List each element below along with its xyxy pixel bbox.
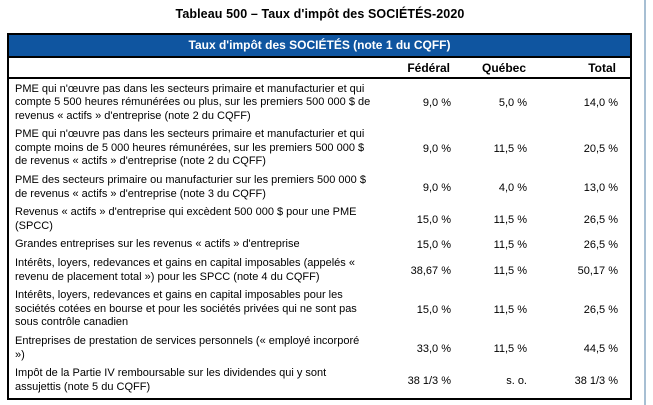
corporate-tax-rates-table: Taux d'impôt des SOCIÉTÉS (note 1 du CQF…	[7, 33, 632, 400]
table-row: Grandes entreprises sur les revenus « ac…	[9, 236, 630, 254]
row-quebec-value: 11,5 %	[493, 213, 527, 226]
row-label: PME qui n'œuvre pas dans les secteurs pr…	[15, 82, 371, 122]
table-row: PME qui n'œuvre pas dans les secteurs pr…	[9, 126, 630, 171]
row-total-value: 26,5 %	[583, 239, 618, 252]
row-federal-value: 9,0 %	[422, 181, 451, 194]
row-quebec-value: 11,5 %	[493, 264, 527, 277]
column-header-total: Total	[588, 60, 616, 75]
page-edge-line	[644, 0, 646, 405]
table-row: Intérêts, loyers, redevances et gains en…	[9, 255, 630, 286]
table-body: PME qui n'œuvre pas dans les secteurs pr…	[9, 79, 630, 398]
column-header-quebec: Québec	[481, 60, 526, 75]
table-banner: Taux d'impôt des SOCIÉTÉS (note 1 du CQF…	[9, 35, 630, 58]
table-header-row: Fédéral Québec Total	[9, 58, 630, 79]
row-label: Revenus « actifs » d'entreprise qui excè…	[15, 206, 357, 232]
row-federal-value: 15,0 %	[416, 213, 451, 226]
row-label: PME des secteurs primaire ou manufacturi…	[15, 174, 366, 200]
row-federal-value: 9,0 %	[422, 96, 451, 109]
row-quebec-value: 11,5 %	[493, 303, 527, 316]
row-label: Impôt de la Partie IV remboursable sur l…	[15, 367, 327, 393]
row-federal-value: 9,0 %	[422, 142, 451, 155]
column-header-federal: Fédéral	[407, 60, 450, 75]
table-row: Impôt de la Partie IV remboursable sur l…	[9, 365, 630, 396]
row-quebec-value: 11,5 %	[493, 142, 527, 155]
row-quebec-value: 11,5 %	[493, 342, 527, 355]
row-total-value: 38 1/3 %	[574, 374, 618, 387]
row-quebec-value: s. o.	[506, 374, 527, 387]
row-federal-value: 15,0 %	[416, 239, 451, 252]
row-label: Intérêts, loyers, redevances et gains en…	[15, 289, 357, 329]
row-total-value: 13,0 %	[583, 181, 618, 194]
row-total-value: 44,5 %	[583, 342, 618, 355]
page-title: Tableau 500 – Taux d'impôt des SOCIÉTÉS-…	[175, 7, 465, 21]
row-label: PME qui n'œuvre pas dans les secteurs pr…	[15, 128, 365, 168]
row-federal-value: 33,0 %	[416, 342, 451, 355]
table-row: Intérêts, loyers, redevances et gains en…	[9, 287, 630, 332]
table-row: PME des secteurs primaire ou manufacturi…	[9, 172, 630, 203]
row-total-value: 50,17 %	[577, 264, 618, 277]
row-label: Intérêts, loyers, redevances et gains en…	[15, 257, 355, 283]
row-federal-value: 15,0 %	[416, 303, 451, 316]
table-row: Revenus « actifs » d'entreprise qui excè…	[9, 204, 630, 235]
row-federal-value: 38 1/3 %	[407, 374, 451, 387]
row-total-value: 14,0 %	[583, 96, 618, 109]
row-quebec-value: 4,0 %	[498, 181, 527, 194]
row-federal-value: 38,67 %	[410, 264, 451, 277]
table-row: PME qui n'œuvre pas dans les secteurs pr…	[9, 81, 630, 126]
table-row: Entreprises de prestation de services pe…	[9, 333, 630, 364]
row-label: Entreprises de prestation de services pe…	[15, 335, 360, 361]
row-total-value: 26,5 %	[583, 303, 618, 316]
row-quebec-value: 5,0 %	[498, 96, 527, 109]
row-label: Grandes entreprises sur les revenus « ac…	[15, 238, 300, 251]
row-total-value: 26,5 %	[583, 213, 618, 226]
row-total-value: 20,5 %	[583, 142, 618, 155]
row-quebec-value: 11,5 %	[493, 239, 527, 252]
